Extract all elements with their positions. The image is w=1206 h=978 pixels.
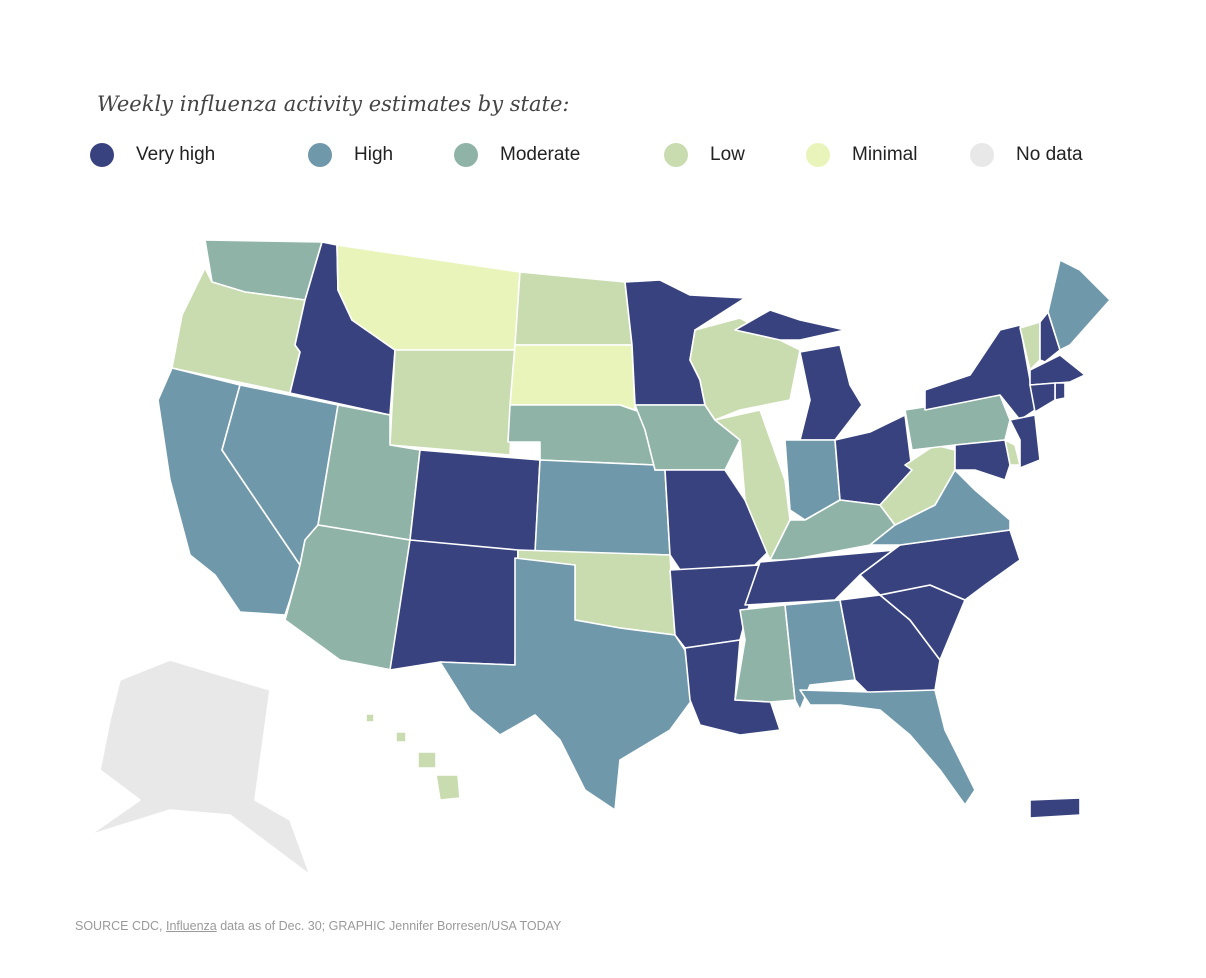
state-shape <box>284 524 411 671</box>
legend-item-low: Low <box>664 143 745 167</box>
legend-item-moderate: Moderate <box>454 143 580 167</box>
state-shape <box>1039 311 1061 363</box>
state-shape <box>734 309 846 341</box>
legend-swatch <box>454 143 478 167</box>
state-shape <box>534 459 671 556</box>
legend-item-very-high: Very high <box>90 143 215 167</box>
state-shape <box>439 557 693 811</box>
legend-label: Very high <box>136 144 216 165</box>
state-co <box>409 449 541 556</box>
state-tx <box>439 557 693 811</box>
legend-swatch <box>308 143 332 167</box>
state-pr <box>1029 797 1081 819</box>
state-shape <box>365 713 375 723</box>
state-shape <box>509 344 636 411</box>
legend-swatch <box>970 143 994 167</box>
legend-item-high: High <box>308 143 393 167</box>
state-hi <box>365 713 461 801</box>
state-fl <box>799 689 976 806</box>
state-ri <box>1054 382 1066 401</box>
source-credit: SOURCE CDC, Influenza data as of Dec. 30… <box>75 919 561 933</box>
legend-label: No data <box>1016 144 1083 165</box>
legend-label: Low <box>710 144 745 165</box>
state-shape <box>1029 354 1086 386</box>
state-shape <box>389 349 516 456</box>
state-shape <box>507 404 656 466</box>
state-ct <box>1029 382 1056 413</box>
state-ma <box>1029 354 1086 386</box>
state-nd <box>514 271 633 346</box>
state-ks <box>534 459 671 556</box>
legend-swatch <box>664 143 688 167</box>
state-shape <box>389 539 519 671</box>
state-md <box>954 439 1011 481</box>
state-nm <box>389 539 519 671</box>
map-title: Weekly influenza activity estimates by s… <box>97 92 570 116</box>
state-shape <box>1029 382 1056 413</box>
state-shape <box>684 639 781 736</box>
state-az <box>284 524 411 671</box>
state-nc <box>859 529 1021 601</box>
state-wy <box>389 349 516 456</box>
state-shape <box>1047 259 1111 351</box>
state-shape <box>435 774 461 801</box>
source-suffix: data as of Dec. 30; GRAPHIC Jennifer Bor… <box>220 919 562 933</box>
legend-item-minimal: Minimal <box>806 143 917 167</box>
state-shape <box>1029 797 1081 819</box>
legend-swatch <box>806 143 830 167</box>
legend: Very high High Moderate Low Minimal No d… <box>90 143 1110 171</box>
legend-label: Moderate <box>500 144 581 165</box>
state-ak <box>89 659 311 876</box>
state-mi <box>734 309 863 441</box>
legend-label: High <box>354 144 394 165</box>
state-shape <box>799 689 976 806</box>
state-shape <box>954 439 1011 481</box>
legend-item-no-data: No data <box>970 143 1083 167</box>
source-link[interactable]: Influenza <box>166 919 217 933</box>
state-sd <box>509 344 636 411</box>
state-la <box>684 639 781 736</box>
state-shape <box>859 529 1021 601</box>
state-shape <box>395 731 407 743</box>
legend-label: Minimal <box>852 144 918 165</box>
state-ne <box>507 404 656 466</box>
state-shape <box>89 659 311 876</box>
source-prefix: SOURCE CDC, <box>75 919 163 933</box>
state-shape <box>514 271 633 346</box>
state-shape <box>799 344 863 441</box>
state-shape <box>1054 382 1066 401</box>
state-nh <box>1039 311 1061 363</box>
state-me <box>1047 259 1111 351</box>
state-shape <box>1009 414 1041 469</box>
state-nj <box>1009 414 1041 469</box>
state-shape <box>409 449 541 556</box>
state-shape <box>417 751 437 769</box>
legend-swatch <box>90 143 114 167</box>
